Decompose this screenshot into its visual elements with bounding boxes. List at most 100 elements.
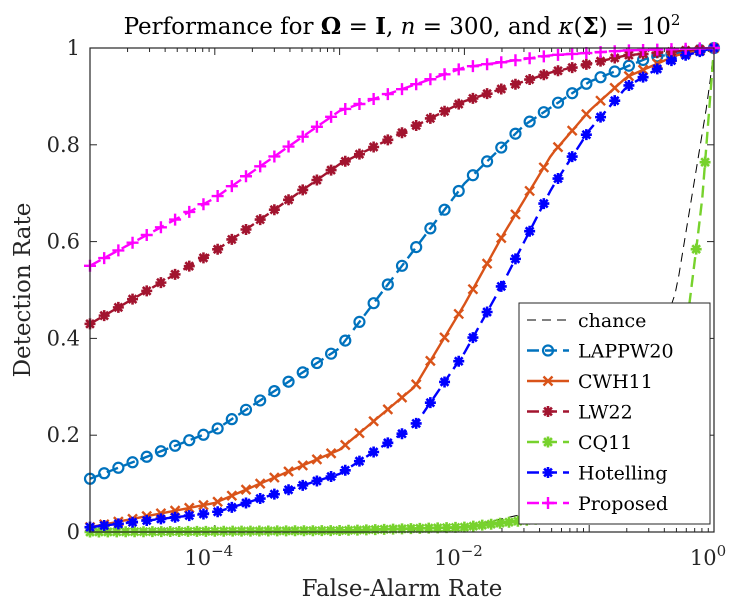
data-point bbox=[439, 105, 451, 117]
data-point bbox=[453, 98, 465, 110]
data-point bbox=[552, 48, 564, 61]
data-point bbox=[212, 243, 224, 255]
data-point bbox=[566, 151, 578, 163]
legend-marker bbox=[542, 375, 554, 387]
data-point bbox=[254, 478, 266, 489]
data-point bbox=[244, 525, 256, 537]
legend-entry-lappw20: LAPPW20 bbox=[527, 341, 674, 363]
data-point bbox=[169, 213, 182, 226]
y-tick-label: 0.4 bbox=[47, 326, 80, 350]
legend-entry-lw22: LW22 bbox=[527, 402, 633, 424]
data-point bbox=[268, 150, 281, 163]
data-point bbox=[325, 525, 337, 537]
data-point bbox=[211, 190, 224, 203]
data-point bbox=[665, 43, 678, 56]
data-point bbox=[307, 525, 319, 537]
data-point bbox=[396, 523, 408, 535]
data-point bbox=[209, 525, 221, 537]
data-point bbox=[254, 394, 267, 407]
data-point bbox=[481, 258, 493, 269]
data-point bbox=[581, 108, 592, 120]
data-point bbox=[254, 160, 267, 173]
data-point bbox=[127, 293, 139, 305]
data-point bbox=[387, 523, 399, 535]
data-point bbox=[396, 127, 408, 139]
data-point bbox=[566, 62, 578, 74]
y-tick-label: 0.6 bbox=[47, 230, 80, 254]
data-point bbox=[441, 522, 453, 534]
data-point bbox=[325, 471, 337, 483]
data-point bbox=[595, 111, 607, 123]
data-point bbox=[481, 306, 493, 318]
data-point bbox=[414, 522, 426, 534]
data-point bbox=[183, 205, 196, 218]
data-point bbox=[240, 484, 252, 495]
data-point bbox=[566, 125, 578, 137]
data-point bbox=[509, 253, 521, 265]
legend-marker bbox=[541, 344, 555, 357]
y-tick-label: 0.2 bbox=[47, 423, 80, 447]
data-point bbox=[580, 58, 592, 70]
data-point bbox=[690, 243, 702, 255]
data-point bbox=[268, 204, 280, 216]
data-point bbox=[236, 525, 248, 537]
legend-label: CQ11 bbox=[578, 432, 632, 454]
data-point bbox=[453, 355, 465, 367]
data-point bbox=[367, 297, 380, 310]
data-point bbox=[198, 499, 209, 511]
data-point bbox=[339, 155, 351, 167]
data-point bbox=[467, 92, 479, 104]
data-point bbox=[297, 184, 309, 196]
data-point bbox=[200, 525, 212, 537]
y-tick-label: 0 bbox=[67, 520, 80, 544]
x-tick-label: 10−4 bbox=[184, 542, 233, 570]
data-point bbox=[580, 47, 593, 60]
data-point bbox=[280, 525, 292, 537]
data-point bbox=[297, 479, 309, 491]
data-point bbox=[141, 515, 153, 527]
data-point bbox=[637, 43, 650, 56]
data-point bbox=[495, 232, 507, 244]
data-point bbox=[637, 71, 649, 83]
data-point bbox=[424, 73, 437, 86]
data-point bbox=[197, 198, 210, 211]
data-point bbox=[268, 384, 281, 398]
data-point bbox=[509, 54, 522, 67]
data-point bbox=[424, 112, 436, 124]
data-point bbox=[396, 428, 408, 440]
data-point bbox=[226, 490, 238, 502]
data-point bbox=[240, 170, 252, 183]
legend-entry-cwh11: CWH11 bbox=[527, 371, 653, 393]
data-point bbox=[368, 141, 380, 153]
data-point bbox=[410, 417, 422, 429]
data-point bbox=[622, 44, 635, 57]
data-point bbox=[378, 523, 390, 535]
data-point bbox=[410, 379, 422, 390]
legend-marker bbox=[542, 436, 554, 448]
data-point bbox=[410, 78, 423, 91]
data-point bbox=[381, 278, 394, 291]
data-point bbox=[566, 47, 579, 60]
data-point bbox=[98, 520, 110, 532]
data-point bbox=[225, 413, 238, 426]
x-tick-label: 100 bbox=[690, 542, 726, 570]
data-point bbox=[296, 130, 309, 143]
data-point bbox=[410, 120, 422, 132]
x-axis-label: False-Alarm Rate bbox=[302, 576, 503, 602]
data-point bbox=[538, 162, 550, 173]
data-point bbox=[476, 519, 488, 531]
legend-marker bbox=[542, 467, 554, 478]
data-point bbox=[595, 95, 606, 107]
data-point bbox=[253, 525, 265, 537]
data-point bbox=[524, 185, 535, 197]
data-point bbox=[609, 52, 621, 64]
legend-label: LW22 bbox=[578, 402, 633, 424]
legend-label: chance bbox=[578, 310, 646, 332]
data-point bbox=[551, 96, 565, 109]
data-point bbox=[154, 445, 168, 458]
data-point bbox=[254, 493, 266, 505]
data-point bbox=[368, 415, 379, 427]
data-point bbox=[566, 87, 579, 100]
data-point bbox=[623, 70, 635, 82]
